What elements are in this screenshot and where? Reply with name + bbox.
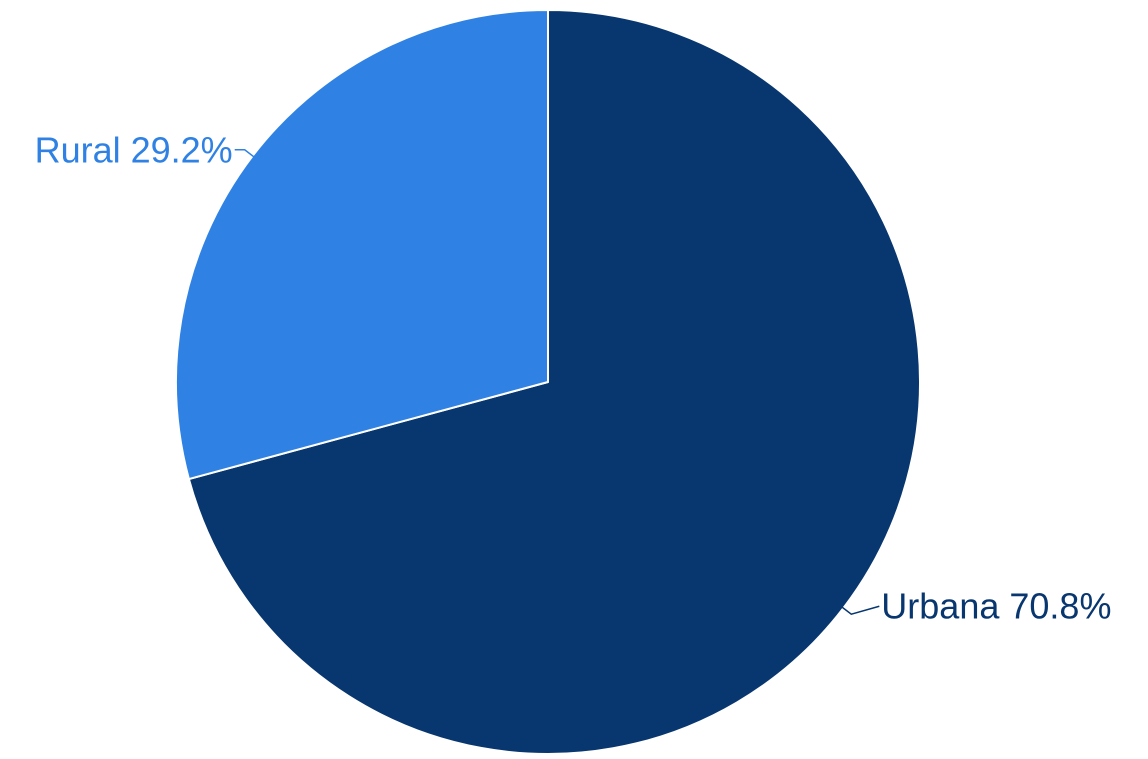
leader-line-urbana: [838, 603, 880, 616]
leader-line-rural: [234, 149, 258, 161]
slice-label-rural: Rural 29.2%: [35, 129, 233, 170]
slices-layer: [175, 9, 921, 755]
labels-layer: Urbana 70.8% Rural 29.2%: [35, 129, 1112, 626]
slice-label-urbana: Urbana 70.8%: [881, 586, 1111, 627]
